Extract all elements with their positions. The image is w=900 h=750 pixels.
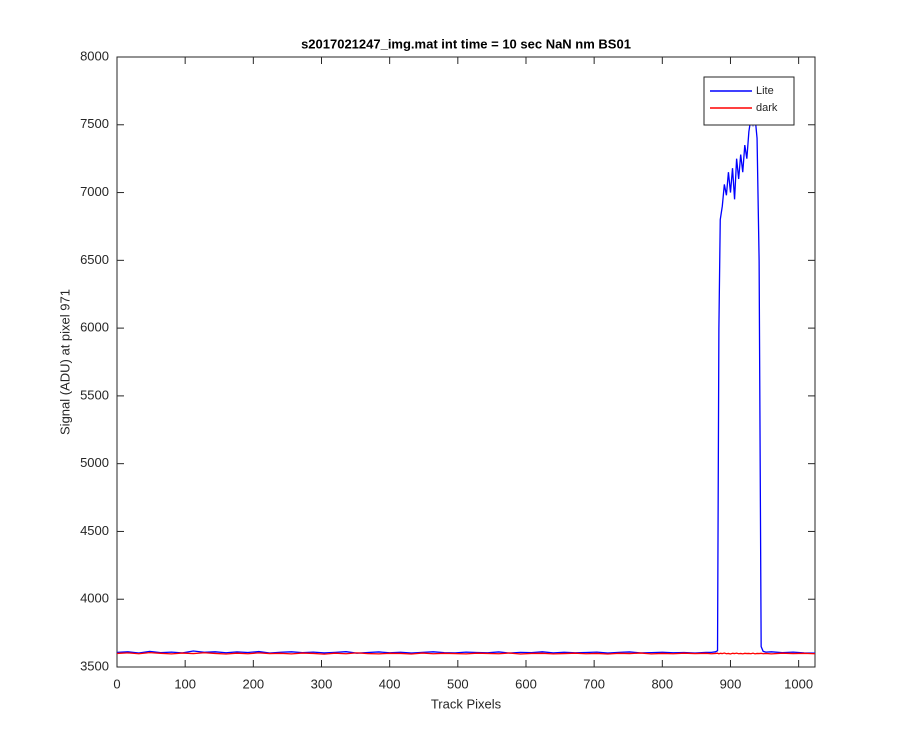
y-tick-label: 6500 bbox=[80, 252, 109, 267]
x-tick-label: 400 bbox=[379, 676, 401, 691]
x-tick-label: 500 bbox=[447, 676, 469, 691]
y-tick-label: 7000 bbox=[80, 184, 109, 199]
x-axis-label: Track Pixels bbox=[431, 696, 502, 711]
x-tick-label: 1000 bbox=[784, 676, 813, 691]
y-axis-label: Signal (ADU) at pixel 971 bbox=[57, 289, 72, 435]
y-tick-label: 6000 bbox=[80, 320, 109, 335]
x-tick-label: 800 bbox=[651, 676, 673, 691]
x-tick-label: 100 bbox=[174, 676, 196, 691]
x-tick-label: 600 bbox=[515, 676, 537, 691]
x-tick-label: 700 bbox=[583, 676, 605, 691]
plot-frame bbox=[116, 56, 816, 668]
y-tick-label: 5000 bbox=[80, 455, 109, 470]
y-tick-label: 7500 bbox=[80, 116, 109, 131]
x-tick-label: 0 bbox=[113, 676, 120, 691]
y-tick-label: 3500 bbox=[80, 658, 109, 673]
x-tick-label: 900 bbox=[720, 676, 742, 691]
series-line bbox=[116, 116, 816, 654]
x-tick-label: 200 bbox=[242, 676, 264, 691]
legend-box bbox=[703, 76, 795, 126]
chart-title: s2017021247_img.mat int time = 10 sec Na… bbox=[301, 36, 631, 51]
y-tick-label: 4500 bbox=[80, 523, 109, 538]
legend-label: dark bbox=[756, 102, 778, 114]
series-line bbox=[116, 651, 816, 655]
legend-label: Lite bbox=[756, 85, 774, 97]
x-tick-label: 300 bbox=[311, 676, 333, 691]
y-tick-label: 5500 bbox=[80, 387, 109, 402]
y-tick-label: 8000 bbox=[80, 48, 109, 63]
y-tick-label: 4000 bbox=[80, 591, 109, 606]
